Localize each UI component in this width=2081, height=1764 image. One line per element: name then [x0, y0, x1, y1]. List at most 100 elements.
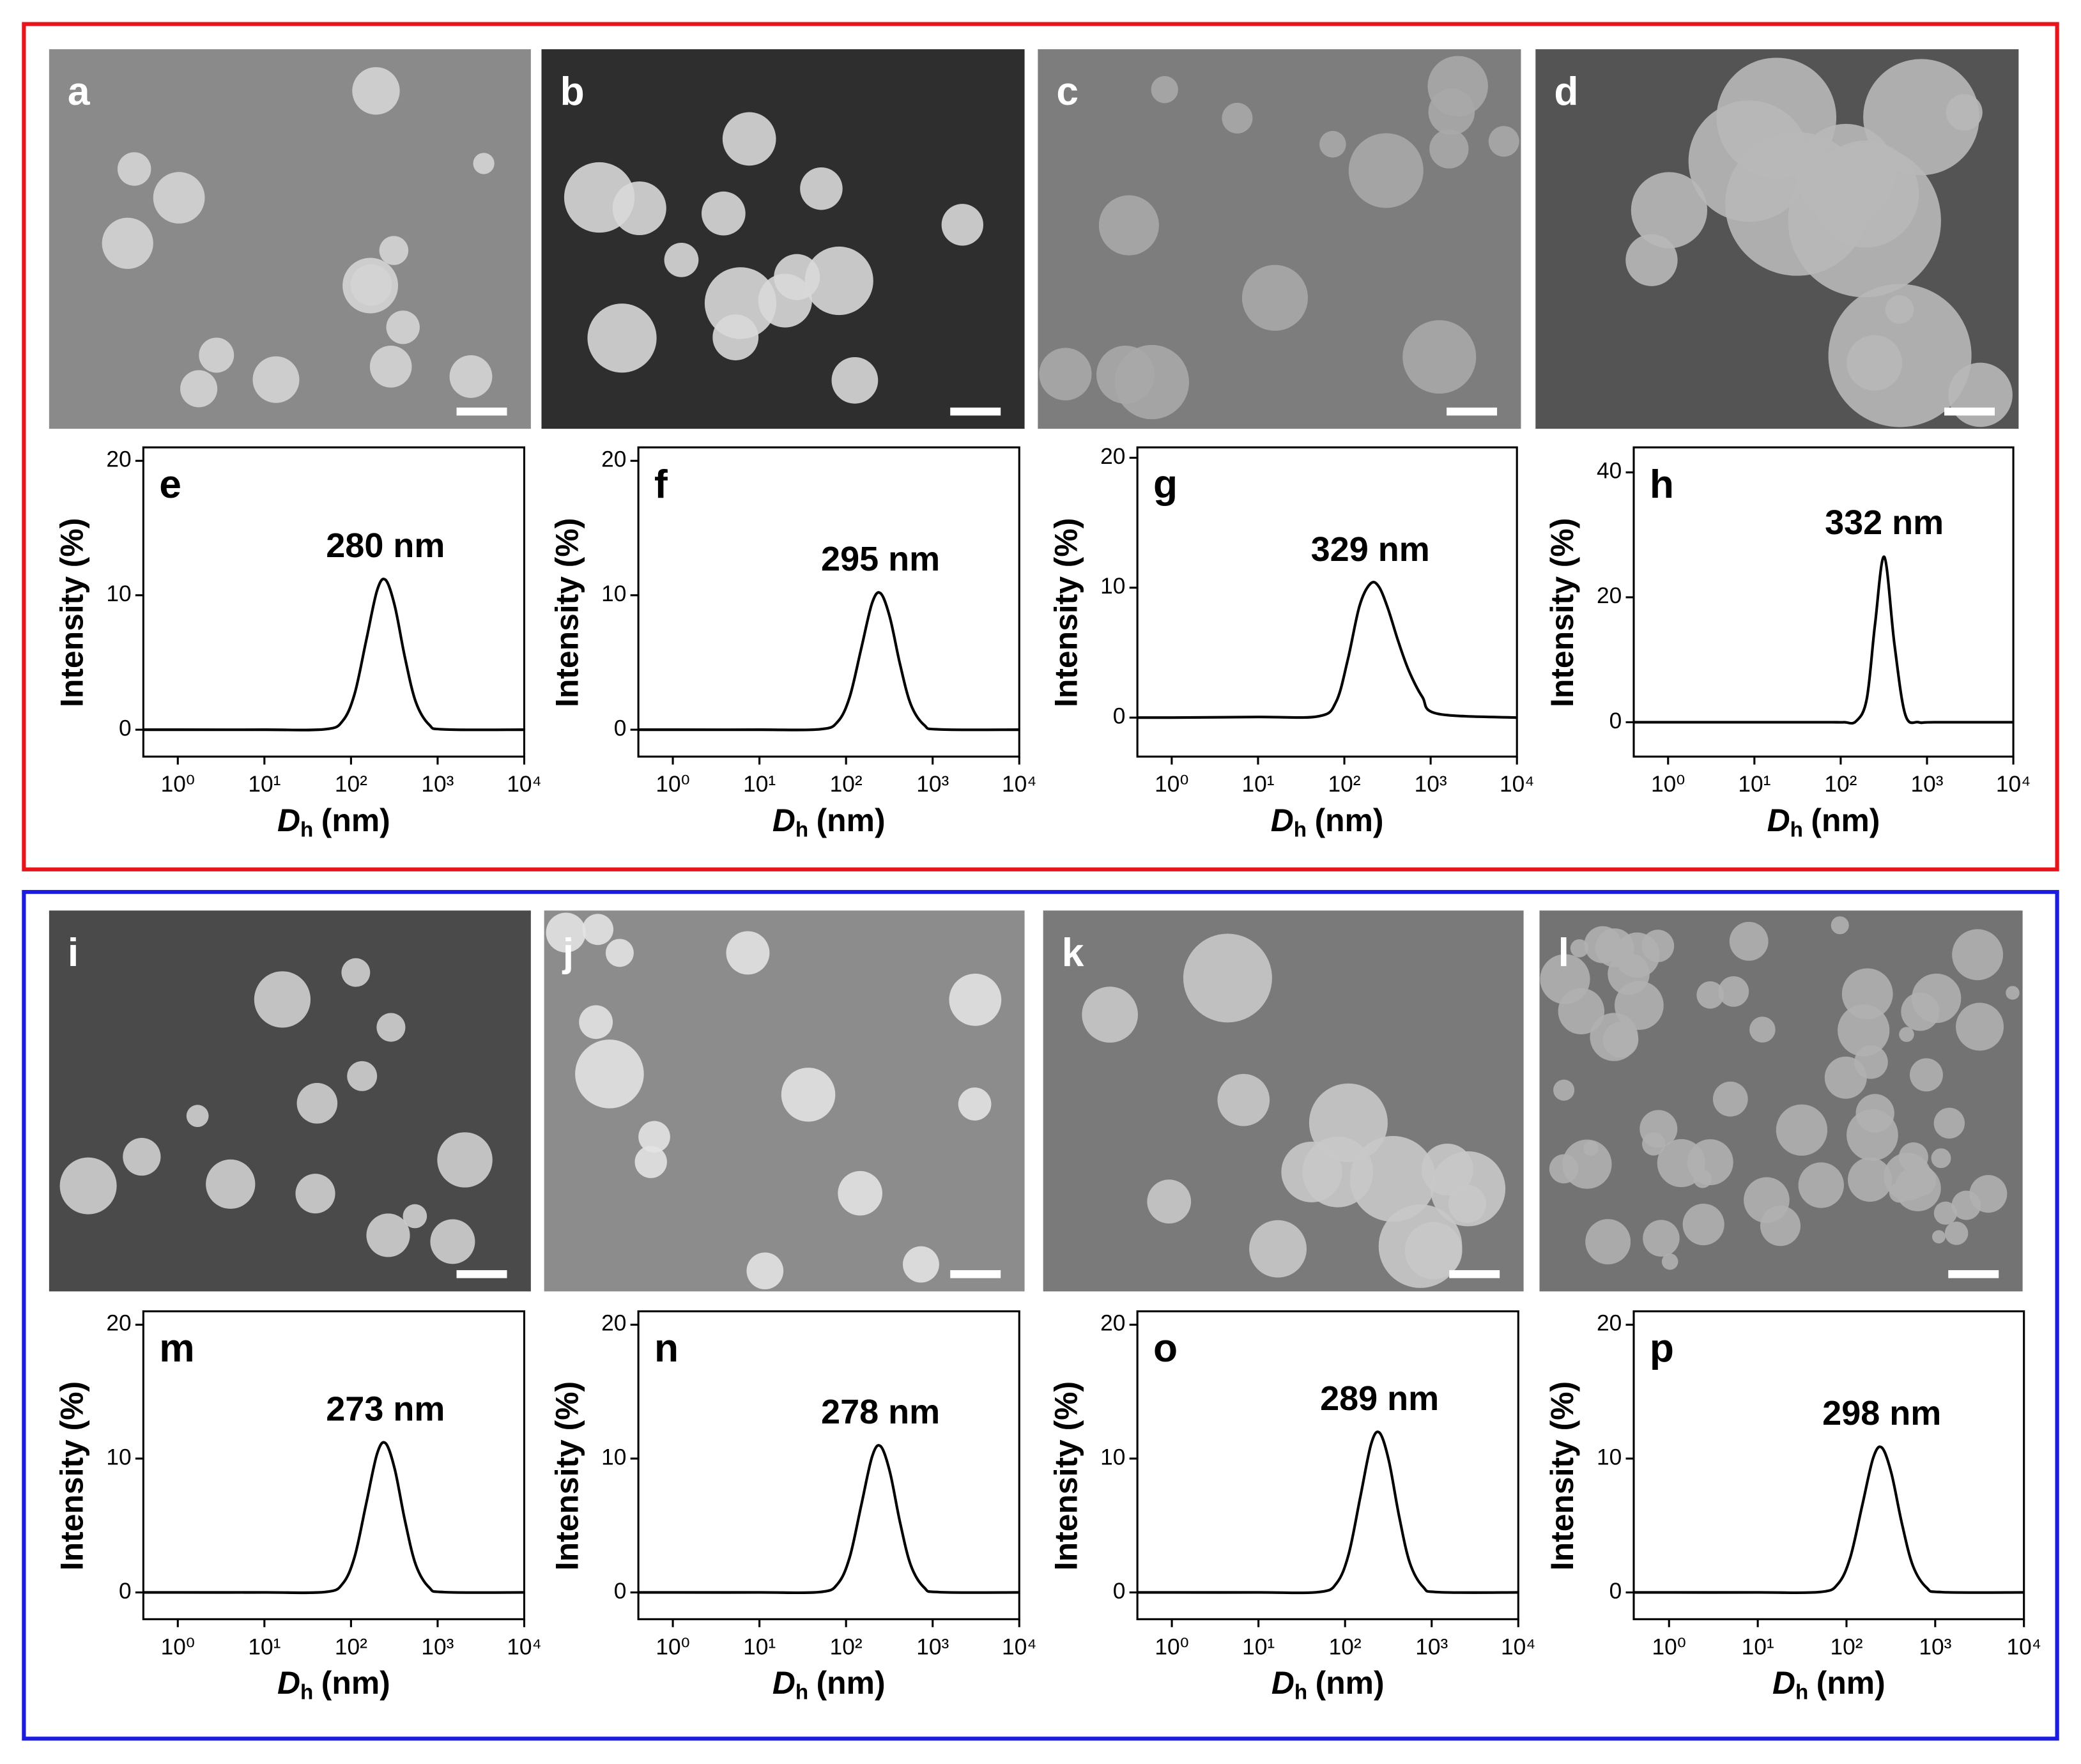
particle: [1693, 1169, 1712, 1188]
particle: [1147, 1179, 1192, 1224]
x-tick-label: 10¹: [1241, 772, 1274, 797]
particle: [638, 1121, 670, 1153]
particle: [186, 1105, 209, 1128]
particle: [1631, 172, 1708, 249]
particle: [369, 345, 412, 388]
x-label-symbol: D: [1271, 802, 1294, 838]
x-tick-label: 10¹: [1738, 772, 1770, 797]
particle: [449, 355, 493, 398]
x-label-subscript: h: [300, 1680, 313, 1704]
x-tick-label: 10³: [916, 1634, 949, 1659]
particle: [579, 1005, 613, 1039]
peak-annotation: 273 nm: [326, 1390, 445, 1428]
y-tick-label: 0: [119, 716, 132, 740]
particle: [800, 167, 843, 210]
particle: [1553, 1079, 1575, 1101]
particle: [1931, 1148, 1951, 1169]
peak-annotation: 329 nm: [1311, 530, 1430, 569]
x-tick-label: 10²: [1824, 772, 1857, 797]
particle: [1776, 1104, 1828, 1156]
particle: [295, 1174, 335, 1214]
x-label-unit: (nm): [1811, 802, 1880, 838]
dls-curve: [1137, 1430, 1519, 1595]
peak-annotation: 332 nm: [1825, 503, 1944, 542]
panel-label: h: [1650, 463, 1674, 507]
particle: [1831, 916, 1849, 935]
particle: [712, 314, 759, 360]
y-tick-label: 40: [1597, 459, 1622, 484]
particle: [722, 112, 776, 166]
particle: [342, 257, 399, 314]
panel-label: a: [68, 70, 91, 114]
particle: [1151, 76, 1178, 104]
x-tick-label: 10⁴: [1996, 772, 2031, 797]
dls-curve: [1633, 1445, 2024, 1595]
particle: [1956, 1002, 2004, 1051]
x-label-symbol: D: [277, 1665, 300, 1701]
particle: [949, 973, 1002, 1026]
x-tick-label: 10⁰: [1651, 772, 1685, 797]
particle: [1951, 1190, 1981, 1220]
y-tick-label: 20: [1597, 1311, 1622, 1336]
x-tick-label: 10²: [335, 772, 367, 797]
y-tick-label: 10: [106, 581, 131, 606]
particle: [1602, 1022, 1639, 1058]
particle: [1595, 928, 1634, 967]
x-tick-label: 10³: [1415, 1634, 1448, 1659]
scale-bar: [1447, 407, 1498, 416]
particle: [1847, 1109, 1898, 1161]
x-label-unit: (nm): [1315, 802, 1384, 838]
panel-label: g: [1153, 463, 1178, 507]
particle: [1838, 1004, 1890, 1057]
x-tick-label: 10⁴: [1501, 1634, 1535, 1659]
particle: [1948, 362, 2013, 427]
x-label-subscript: h: [1795, 1680, 1808, 1704]
x-label-subscript: h: [1790, 818, 1803, 841]
x-tick-label: 10³: [1910, 772, 1943, 797]
particle: [1894, 1165, 1941, 1211]
particle: [1402, 320, 1477, 394]
particle: [1798, 1162, 1844, 1208]
y-axis-label: Intensity (%): [1544, 1381, 1580, 1570]
panel-label: o: [1153, 1326, 1178, 1370]
scale-bar: [1449, 1270, 1500, 1278]
x-tick-label: 10¹: [1242, 1634, 1275, 1659]
y-tick-label: 10: [601, 581, 626, 606]
particle: [2006, 986, 2020, 1000]
particle: [1933, 1107, 1965, 1139]
panel-label: p: [1650, 1326, 1674, 1370]
particle: [664, 242, 699, 277]
x-label-symbol: D: [1767, 802, 1790, 838]
x-tick-label: 10⁰: [1155, 1634, 1188, 1659]
y-axis-label: Intensity (%): [1048, 1381, 1084, 1570]
particle: [252, 356, 300, 403]
x-tick-label: 10¹: [743, 772, 776, 797]
particle: [376, 1013, 406, 1042]
particle: [403, 1204, 427, 1229]
dls-curve: [638, 591, 1020, 732]
panel-label: c: [1056, 70, 1079, 114]
particle: [612, 181, 666, 236]
x-label-symbol: D: [277, 802, 300, 838]
particle: [1931, 1230, 1946, 1244]
y-axis-label: Intensity (%): [54, 518, 89, 707]
y-tick-label: 20: [106, 1311, 131, 1336]
particle: [634, 1146, 667, 1178]
particle: [1749, 1016, 1776, 1043]
x-tick-label: 10³: [421, 1634, 454, 1659]
particle: [1696, 981, 1724, 1009]
particle: [1427, 56, 1488, 117]
particle: [903, 1246, 939, 1283]
particle: [1039, 348, 1092, 401]
plot-frame: [637, 1310, 1020, 1620]
particle: [746, 1252, 784, 1290]
x-axis-label: Dh (nm): [1271, 802, 1384, 841]
particle: [1933, 1201, 1958, 1225]
scale-bar: [1948, 1270, 1999, 1278]
particle: [546, 912, 586, 953]
particle: [1570, 939, 1589, 958]
particle: [1811, 140, 1919, 248]
panel-label: b: [560, 70, 585, 114]
